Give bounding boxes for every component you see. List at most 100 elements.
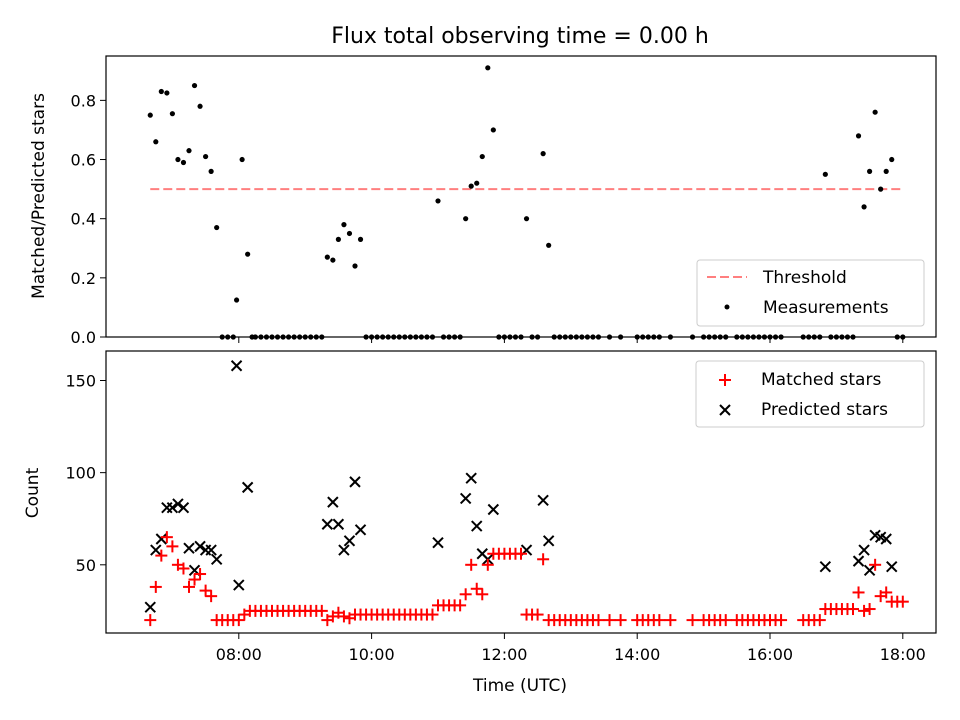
predicted-star-point — [354, 524, 367, 536]
top-y-tick-label: 0.8 — [71, 91, 96, 110]
matched-star-point — [199, 584, 212, 597]
measurement-point — [169, 111, 175, 117]
top-panel: 0.00.20.40.60.8 Matched/Predicted stars … — [29, 55, 937, 347]
legend-predicted-label: Predicted stars — [761, 400, 888, 420]
bottom-plot-area — [144, 360, 909, 627]
measurement-point — [889, 156, 895, 163]
measurement-point — [883, 168, 889, 174]
x-tick-label: 08:00 — [216, 645, 262, 664]
measurement-point — [435, 198, 441, 204]
top-axes-frame — [105, 55, 937, 338]
measurement-point — [197, 103, 203, 109]
matched-star-point — [177, 562, 190, 575]
predicted-star-point — [343, 535, 356, 547]
predicted-star-point — [183, 542, 195, 554]
predicted-star-point — [210, 553, 223, 565]
measurement-point — [855, 133, 862, 139]
matched-star-point — [531, 608, 544, 621]
predicted-star-point — [852, 555, 865, 567]
measurement-point — [523, 216, 530, 222]
matched-star-point — [847, 603, 859, 616]
top-y-axis-label: Matched/Predicted stars — [29, 93, 49, 299]
matched-star-point — [459, 588, 472, 601]
legend-matched-label: Matched stars — [761, 370, 881, 390]
measurement-point — [180, 159, 187, 166]
matched-star-point — [315, 604, 328, 617]
matched-star-point — [465, 558, 478, 571]
predicted-star-point — [349, 476, 361, 488]
bottom-axes-frame — [105, 350, 937, 634]
predicted-star-point — [537, 494, 549, 507]
matched-star-point — [481, 558, 494, 571]
x-tick-label: 14:00 — [614, 645, 660, 664]
chart-title: Flux total observing time = 0.00 h — [331, 24, 709, 49]
top-y-tick-label: 0.0 — [71, 328, 96, 347]
measurement-point — [186, 148, 192, 154]
measurement-point — [867, 168, 873, 174]
measurement-point — [822, 171, 828, 177]
matched-star-point — [337, 610, 350, 623]
matched-star-point — [155, 549, 168, 562]
bottom-panel: 50 100 150 08:00 10:00 12:00 14:00 16:00 18:00 C… — [23, 350, 937, 696]
matched-star-point — [775, 614, 788, 627]
legend-measurements-label: Measurements — [763, 298, 889, 318]
matched-star-point — [476, 588, 489, 601]
legend-predicted-swatch — [719, 404, 731, 416]
matched-star-point — [232, 614, 245, 627]
predicted-star-point — [432, 536, 444, 549]
predicted-star-point — [465, 472, 477, 484]
predicted-star-point — [459, 492, 472, 505]
legend-threshold-label: Threshold — [762, 268, 847, 288]
matched-star-point — [454, 599, 467, 612]
predicted-star-point — [205, 544, 217, 556]
measurement-point — [346, 230, 353, 237]
predicted-star-point — [172, 498, 184, 510]
predicted-star-point — [858, 544, 870, 556]
measurement-point — [335, 236, 341, 242]
matched-star-point — [686, 614, 699, 627]
measurement-point — [357, 236, 364, 242]
measurement-point — [245, 251, 251, 257]
matched-star-point — [664, 614, 677, 627]
x-tick-label: 10:00 — [349, 645, 395, 664]
predicted-star-point — [233, 579, 245, 591]
matched-star-point — [858, 604, 871, 617]
predicted-star-point — [327, 496, 339, 508]
measurement-point — [214, 224, 220, 231]
measurement-point — [324, 254, 330, 260]
matched-star-point — [614, 614, 627, 627]
matched-star-point — [719, 614, 732, 627]
top-legend-box — [696, 259, 925, 327]
predicted-star-point — [321, 518, 334, 530]
predicted-star-point — [542, 535, 555, 547]
measurement-point — [239, 156, 245, 163]
matched-star-point — [863, 603, 876, 616]
matched-star-point — [869, 558, 882, 571]
predicted-star-point — [177, 501, 190, 514]
measurement-point — [485, 65, 491, 71]
predicted-star-point — [471, 520, 483, 532]
measurement-point — [158, 88, 164, 95]
matched-star-point — [144, 614, 157, 627]
measurement-point — [208, 168, 214, 174]
measurement-point — [175, 156, 181, 163]
matched-star-point — [852, 586, 865, 599]
matched-star-point — [653, 614, 666, 627]
matched-star-point — [426, 608, 439, 621]
bottom-y-tick-label: 50 — [76, 556, 96, 575]
bottom-legend-box — [695, 360, 925, 428]
matched-star-point — [166, 540, 179, 553]
matched-star-point — [592, 614, 605, 627]
measurement-point — [164, 90, 170, 96]
bottom-legend: Matched stars Predicted stars — [695, 360, 925, 428]
measurement-point — [341, 222, 347, 228]
measurement-point — [878, 186, 884, 192]
bottom-axes: 50 100 150 08:00 10:00 12:00 14:00 16:00 18:00 — [65, 371, 925, 664]
matched-star-point — [515, 547, 527, 560]
matched-star-point — [896, 595, 909, 608]
measurement-point — [474, 180, 480, 186]
predicted-star-point — [144, 601, 156, 613]
measurement-point — [147, 112, 153, 118]
measurement-point — [872, 109, 878, 115]
